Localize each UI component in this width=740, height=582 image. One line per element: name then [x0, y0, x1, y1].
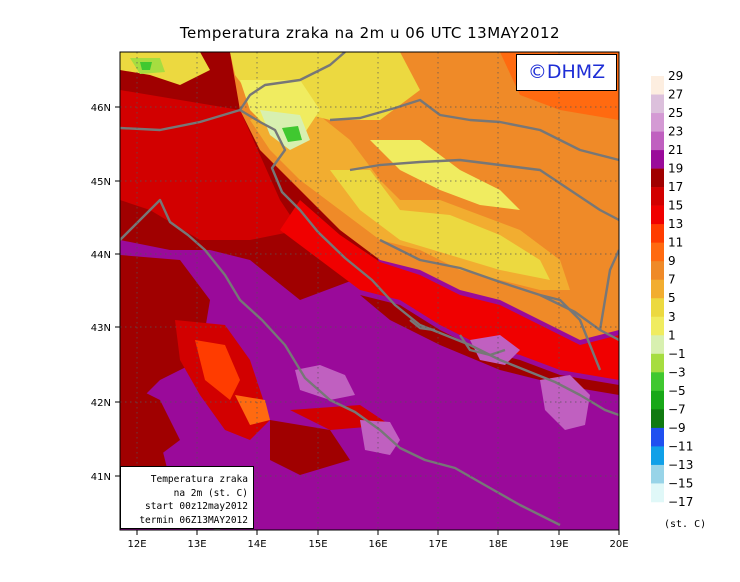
lat-label: 42N: [91, 398, 111, 409]
temperature-field: [120, 52, 619, 530]
lat-label: 44N: [91, 250, 111, 261]
legend-swatch: [651, 205, 664, 225]
legend-level-label: 15: [668, 199, 683, 213]
legend-level-label: 29: [668, 69, 683, 83]
legend-level-label: 11: [668, 236, 683, 250]
legend-swatch: [651, 224, 664, 243]
legend-swatch: [651, 242, 664, 262]
legend-swatch: [651, 464, 664, 484]
lon-label: 14E: [247, 539, 266, 550]
lat-label: 46N: [91, 103, 111, 114]
legend-level-label: 19: [668, 162, 683, 176]
lon-label: 20E: [609, 539, 628, 550]
info-line: start 00z12may2012: [145, 501, 248, 512]
legend-level-label: 13: [668, 217, 683, 231]
legend-level-label: 27: [668, 88, 683, 102]
legend-level-label: 3: [668, 310, 676, 324]
legend-level-label: −15: [668, 476, 693, 490]
legend-level-label: −3: [668, 365, 686, 379]
legend-level-label: 23: [668, 125, 683, 139]
legend-swatch: [651, 113, 664, 132]
map-title: Temperatura zraka na 2m u 06 UTC 13MAY20…: [179, 24, 561, 42]
lon-label: 12E: [127, 539, 146, 550]
legend-swatch: [651, 372, 664, 392]
legend-swatch: [651, 427, 664, 447]
legend-level-label: 25: [668, 106, 683, 120]
legend-unit: (st. C): [664, 519, 707, 530]
legend-colorbar: [651, 76, 664, 503]
legend-level-label: 5: [668, 291, 676, 305]
legend-swatch: [651, 483, 664, 503]
legend-swatch: [651, 298, 664, 318]
legend-swatch: [651, 335, 664, 355]
legend-swatch: [651, 409, 664, 429]
legend-swatch: [651, 446, 664, 466]
copyright-badge: ©DHMZ: [516, 54, 617, 91]
legend-level-label: −5: [668, 384, 686, 398]
map-frame: [119, 51, 620, 531]
lon-label: 19E: [549, 539, 568, 550]
lat-label: 43N: [91, 323, 111, 334]
lon-label: 18E: [488, 539, 507, 550]
legend-level-label: −1: [668, 347, 686, 361]
legend-level-label: −13: [668, 458, 693, 472]
legend-swatch: [651, 94, 664, 114]
info-line: Temperatura zraka: [150, 474, 248, 485]
lon-label: 13E: [187, 539, 206, 550]
legend-swatch: [651, 150, 664, 169]
lon-label: 15E: [308, 539, 327, 550]
legend-level-label: −7: [668, 402, 686, 416]
lat-label: 45N: [91, 177, 111, 188]
legend-level-label: −17: [668, 495, 693, 509]
legend-swatch: [651, 390, 664, 410]
lon-label: 16E: [368, 539, 387, 550]
coastline: [120, 52, 619, 530]
legend-swatch: [651, 353, 664, 373]
legend-swatch: [651, 316, 664, 336]
graticule: [120, 52, 619, 530]
legend-level-label: 1: [668, 328, 676, 342]
info-line: na 2m (st. C): [173, 487, 248, 499]
legend-swatch: [651, 261, 664, 281]
lon-label: 17E: [428, 539, 447, 550]
legend-swatch: [651, 187, 664, 206]
legend-level-label: 17: [668, 180, 683, 194]
info-box: Temperatura zraka na 2m (st. C) start 00…: [120, 466, 254, 529]
info-line: termin 06Z13MAY2012: [139, 514, 248, 526]
legend-level-label: −9: [668, 421, 686, 435]
legend-level-label: 9: [668, 254, 676, 268]
legend-swatch: [651, 279, 664, 299]
legend-level-label: 7: [668, 273, 676, 287]
legend-swatch: [651, 168, 664, 188]
legend-level-label: −11: [668, 439, 693, 453]
legend-swatch: [651, 131, 664, 151]
legend-swatch: [651, 76, 664, 95]
legend-level-label: 21: [668, 143, 683, 157]
lat-label: 41N: [91, 472, 111, 483]
